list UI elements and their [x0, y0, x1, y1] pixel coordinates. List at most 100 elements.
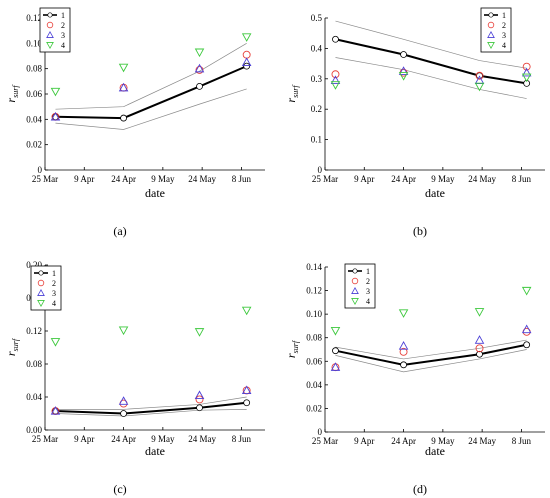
y-label-subscript: surf — [11, 337, 20, 351]
legend-label: 4 — [61, 41, 65, 50]
y-tick-label: 0.5 — [311, 13, 323, 23]
x-tick-label: 9 May — [151, 434, 175, 444]
series-1-point — [243, 62, 251, 70]
series-2-point — [331, 70, 340, 79]
y-tick-label: 0.4 — [311, 43, 323, 53]
panel-label: (a) — [113, 224, 126, 238]
x-tick-label: 24 Apr — [391, 174, 416, 184]
series-3-point — [194, 63, 205, 73]
y-label-base: r — [4, 351, 18, 356]
series-4-point — [474, 82, 485, 92]
legend-marker-3 — [351, 286, 359, 294]
x-tick-label: 9 Apr — [74, 434, 94, 444]
legend-marker-1 — [352, 268, 358, 274]
y-tick-label: 0.2 — [311, 104, 322, 114]
x-tick-label: 9 Apr — [74, 174, 94, 184]
legend-label: 4 — [52, 299, 56, 308]
legend-label: 3 — [502, 31, 506, 40]
series-3-point — [474, 335, 485, 344]
chart-panel-1: 0 0.02 0.04 0.06 0.08 0.10 0.12 25 Mar 9 Apr 24 A… — [4, 7, 265, 238]
series-4-point — [118, 63, 129, 73]
series-1-point — [332, 35, 339, 43]
band-line-2 — [335, 57, 527, 99]
y-tick-label: 0.14 — [306, 262, 322, 272]
y-label-subscript: surf — [291, 84, 300, 98]
band-line-1 — [335, 339, 527, 360]
y-label-subscript: surf — [291, 339, 300, 353]
series-1-point — [400, 361, 407, 369]
x-tick-label: 25 Mar — [312, 174, 338, 184]
series-1-line — [335, 38, 527, 85]
x-tick-label: 9 Apr — [354, 436, 374, 446]
series-3-point — [118, 396, 129, 405]
series-2-point — [195, 65, 204, 74]
x-tick-label: 8 Jun — [512, 436, 532, 446]
legend-label: 1 — [366, 267, 370, 276]
x-tick-label: 25 Mar — [32, 434, 58, 444]
y-tick-label: 0.10 — [306, 309, 322, 319]
legend-marker-4 — [46, 42, 54, 50]
y-label-base: r — [4, 98, 18, 103]
panel-label: (b) — [413, 224, 427, 238]
series-1-line — [335, 343, 527, 366]
legend-marker-3 — [487, 30, 495, 38]
y-tick-label: 0.02 — [306, 403, 322, 413]
legend-label: 3 — [366, 287, 370, 296]
series-3-point — [330, 75, 341, 84]
band-line-1 — [55, 43, 247, 110]
series-4-point — [330, 81, 341, 90]
series-1-point — [196, 404, 203, 412]
legend-label: 3 — [52, 289, 56, 298]
y-tick-label: 0 — [318, 165, 323, 175]
y-axis-label: rsurf — [284, 84, 300, 103]
y-label-subscript: surf — [11, 84, 20, 98]
panel-label: (d) — [413, 482, 427, 496]
series-1-point — [476, 350, 483, 358]
y-tick-label: 0.20 — [26, 260, 42, 270]
y-label-base: r — [284, 98, 298, 103]
x-tick-label: 9 Apr — [354, 174, 374, 184]
y-label-base: r — [284, 353, 298, 358]
series-4-point — [50, 338, 61, 347]
series-4-point — [521, 73, 532, 83]
y-tick-label: 0.04 — [306, 380, 322, 390]
series-1-point — [332, 347, 339, 355]
band-line-2 — [55, 409, 247, 417]
series-3-point — [521, 324, 532, 334]
legend-marker-4 — [351, 298, 359, 306]
legend-marker-3 — [46, 30, 54, 38]
series-3-point — [521, 67, 532, 77]
series-1-point — [120, 410, 127, 417]
series-4-point — [241, 306, 252, 316]
series-3-point — [50, 111, 61, 121]
series-4-point — [398, 309, 409, 318]
x-axis-label: date — [145, 186, 165, 200]
series-3-point — [330, 362, 341, 371]
legend-marker-2 — [46, 21, 54, 29]
y-axis-label: rsurf — [4, 337, 20, 356]
chart-panel-4: 0 0.02 0.04 0.06 0.08 0.10 0.12 0.14 25 Mar 9 Apr… — [284, 262, 545, 496]
series-2-point — [522, 62, 531, 71]
series-3-point — [241, 57, 252, 66]
y-tick-label: 0.12 — [26, 13, 42, 23]
legend-marker-1 — [488, 12, 494, 18]
series-4-point — [330, 326, 341, 336]
legend-marker-2 — [351, 277, 359, 285]
x-axis-label: date — [145, 444, 165, 458]
y-tick-label: 0.12 — [306, 286, 322, 296]
legend-marker-1 — [47, 12, 53, 18]
y-tick-label: 0.06 — [26, 89, 42, 99]
panel-label: (c) — [113, 482, 126, 496]
y-tick-label: 0.04 — [26, 392, 42, 402]
x-tick-label: 8 Jun — [232, 434, 252, 444]
series-2-point — [475, 71, 484, 80]
x-tick-label: 24 May — [468, 174, 496, 184]
x-tick-label: 9 May — [151, 174, 175, 184]
series-2-point — [399, 347, 408, 356]
y-tick-label: 0.10 — [26, 38, 42, 48]
y-axis-label: rsurf — [4, 84, 20, 103]
